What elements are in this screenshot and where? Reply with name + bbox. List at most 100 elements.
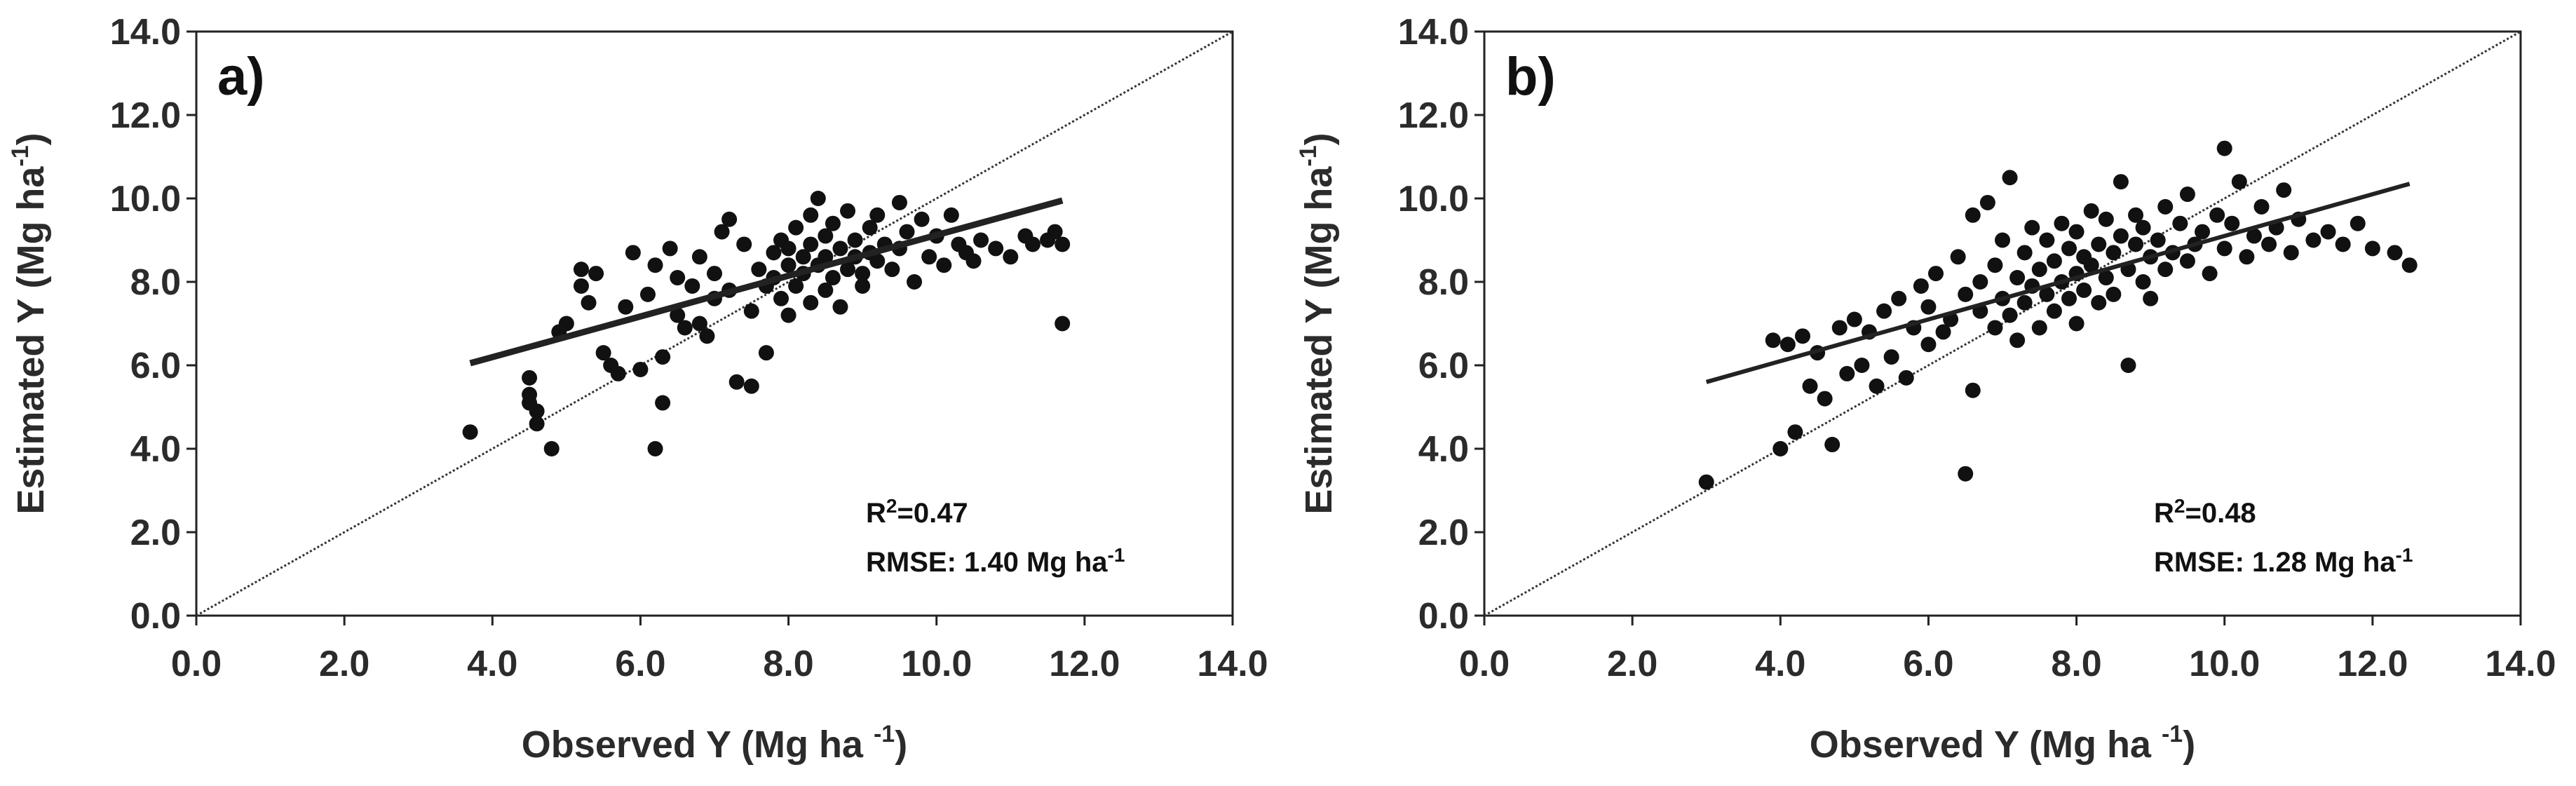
data-point <box>891 194 907 210</box>
data-point <box>2016 294 2033 311</box>
data-point <box>2224 215 2240 231</box>
data-point <box>2276 182 2292 198</box>
x-axis-label-end: ) <box>2183 724 2195 766</box>
data-point <box>1920 299 1937 315</box>
data-point <box>788 219 804 236</box>
one-to-one-line <box>1484 30 2521 617</box>
data-point <box>1883 349 1899 365</box>
data-point <box>625 245 641 261</box>
x-tick-label: 2.0 <box>1607 644 1658 684</box>
data-point <box>2364 240 2380 257</box>
data-point <box>2253 198 2270 215</box>
data-point <box>936 257 952 273</box>
panel-label: a) <box>217 47 265 107</box>
data-point <box>1979 194 1995 210</box>
data-point <box>2283 245 2299 261</box>
y-tick-label: 2.0 <box>1418 513 1469 553</box>
data-point <box>2143 290 2159 306</box>
y-tick-label: 14.0 <box>110 12 181 53</box>
data-point <box>1817 391 1833 407</box>
data-point <box>818 228 834 244</box>
x-axis-label-main: Observed Y (Mg ha <box>522 724 874 766</box>
data-point <box>2179 253 2195 269</box>
data-point <box>2195 224 2211 240</box>
data-point <box>2172 215 2188 231</box>
r-squared-value: =0.47 <box>897 498 968 529</box>
fit-line <box>1705 182 2411 384</box>
data-point <box>780 240 796 257</box>
data-point <box>639 286 656 302</box>
data-point <box>921 249 937 265</box>
data-point <box>529 416 545 432</box>
data-point <box>2009 270 2026 286</box>
data-point <box>788 278 804 294</box>
y-tick-label: 8.0 <box>1418 262 1469 303</box>
data-point <box>1995 232 2010 248</box>
data-point <box>588 266 604 282</box>
plot-frame <box>1483 30 2522 617</box>
data-point <box>2098 211 2114 227</box>
y-tick-label: 6.0 <box>1418 346 1469 386</box>
data-point <box>2157 262 2174 278</box>
x-tick-label: 0.0 <box>1459 644 1510 684</box>
data-point <box>1987 257 2003 273</box>
data-point <box>847 232 863 248</box>
y-tick-label: 10.0 <box>110 179 181 219</box>
x-tick-label: 4.0 <box>467 644 517 684</box>
r-squared-label: R2=0.48 <box>2154 495 2256 529</box>
data-point <box>973 232 989 248</box>
data-point <box>1831 320 1848 336</box>
data-point <box>2061 290 2077 306</box>
data-point <box>914 211 930 227</box>
data-point <box>2350 215 2366 231</box>
r-squared-value: =0.48 <box>2185 498 2256 529</box>
data-point <box>684 278 700 294</box>
data-point <box>758 345 774 361</box>
y-tick-label: 8.0 <box>130 262 181 303</box>
data-point <box>1055 236 1071 252</box>
y-axis-label-sup: -1 <box>1295 145 1322 166</box>
data-point <box>2098 270 2114 286</box>
data-point <box>1935 324 1951 340</box>
rmse-superscript: -1 <box>2396 544 2413 566</box>
x-axis-label-sup: -1 <box>874 721 895 747</box>
r-squared-symbol: R <box>2154 498 2174 529</box>
data-point <box>818 282 834 298</box>
data-point <box>1003 249 1019 265</box>
data-point <box>2120 358 2136 373</box>
data-point <box>1794 328 1810 344</box>
data-point <box>2106 286 2122 302</box>
data-point <box>2068 316 2084 332</box>
x-tick-label: 12.0 <box>1049 644 1120 684</box>
data-point <box>2150 232 2166 248</box>
data-point <box>2335 236 2351 252</box>
x-axis-label: Observed Y (Mg ha -1) <box>1810 721 2195 766</box>
data-point <box>2002 307 2018 323</box>
data-point <box>943 207 959 223</box>
data-point <box>736 236 752 252</box>
data-point <box>1824 437 1841 453</box>
data-point <box>581 294 597 311</box>
data-point <box>2039 232 2055 248</box>
x-axis-label-sup: -1 <box>2162 721 2183 747</box>
data-point <box>840 262 856 278</box>
x-tick-label: 8.0 <box>763 644 813 684</box>
data-point <box>2135 219 2151 236</box>
data-point <box>2054 215 2070 231</box>
data-point <box>462 424 478 440</box>
data-point <box>2002 170 2018 186</box>
y-tick-label: 2.0 <box>130 513 181 553</box>
data-point <box>573 278 589 294</box>
y-tick-label: 4.0 <box>130 429 181 470</box>
data-point <box>595 345 611 361</box>
data-point <box>780 307 796 323</box>
data-point <box>2202 266 2218 282</box>
data-point <box>825 215 841 231</box>
data-point <box>2261 236 2277 252</box>
data-point <box>2320 224 2336 240</box>
data-point <box>655 395 671 411</box>
data-point <box>707 266 722 282</box>
data-point <box>884 262 900 278</box>
data-point <box>2068 224 2084 240</box>
data-point <box>803 236 819 252</box>
